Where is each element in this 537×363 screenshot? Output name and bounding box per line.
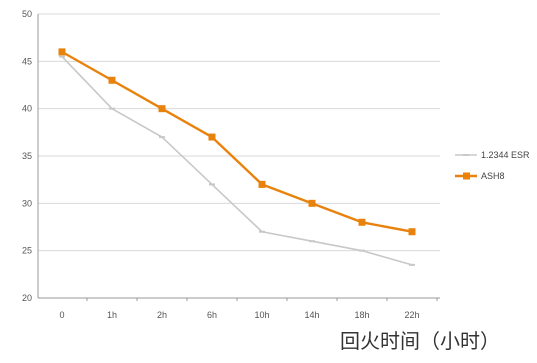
data-point [58, 48, 66, 56]
x-tick-label: 6h [207, 310, 217, 320]
y-tick-label: 50 [22, 9, 32, 19]
data-point [158, 105, 166, 113]
series-line-0 [61, 56, 413, 266]
axes: 20 25 30 35 40 45 50 0 1h 2h 6h 10h 14h 18h 22h [22, 9, 440, 320]
legend-swatch-marker [463, 154, 469, 156]
y-tick-label: 45 [22, 56, 32, 66]
legend-swatch-marker [463, 172, 470, 180]
data-point [259, 230, 265, 233]
data-point [208, 133, 216, 141]
grid-lines [38, 13, 440, 252]
x-tick-label: 1h [107, 310, 117, 320]
data-point [359, 249, 365, 252]
data-point [358, 218, 366, 226]
x-tick-label: 2h [157, 310, 167, 320]
x-tick-label: 10h [254, 310, 269, 320]
data-point [209, 183, 215, 186]
data-point [408, 228, 416, 236]
y-tick-label: 40 [22, 104, 32, 114]
data-point [258, 180, 266, 188]
legend-label: 1.2344 ESR [481, 150, 530, 160]
series-line-1 [61, 50, 413, 233]
x-tick-label: 22h [404, 310, 419, 320]
legend-label: ASH8 [481, 171, 505, 181]
data-point [309, 240, 315, 243]
x-axis-title: 回火时间（小时） [340, 329, 500, 353]
y-tick-label: 25 [22, 246, 32, 256]
data-point [59, 55, 65, 58]
data-point [308, 199, 316, 207]
data-point [159, 136, 165, 139]
x-tick-label: 18h [354, 310, 369, 320]
legend: 1.2344 ESR ASH8 [455, 150, 530, 181]
data-point [108, 76, 116, 84]
data-point [409, 263, 415, 266]
series-lines [58, 48, 416, 266]
x-tick-label: 14h [304, 310, 319, 320]
y-tick-label: 20 [22, 293, 32, 303]
x-tick-label: 0 [59, 310, 64, 320]
y-tick-label: 35 [22, 151, 32, 161]
y-tick-label: 30 [22, 198, 32, 208]
data-point [109, 107, 115, 110]
